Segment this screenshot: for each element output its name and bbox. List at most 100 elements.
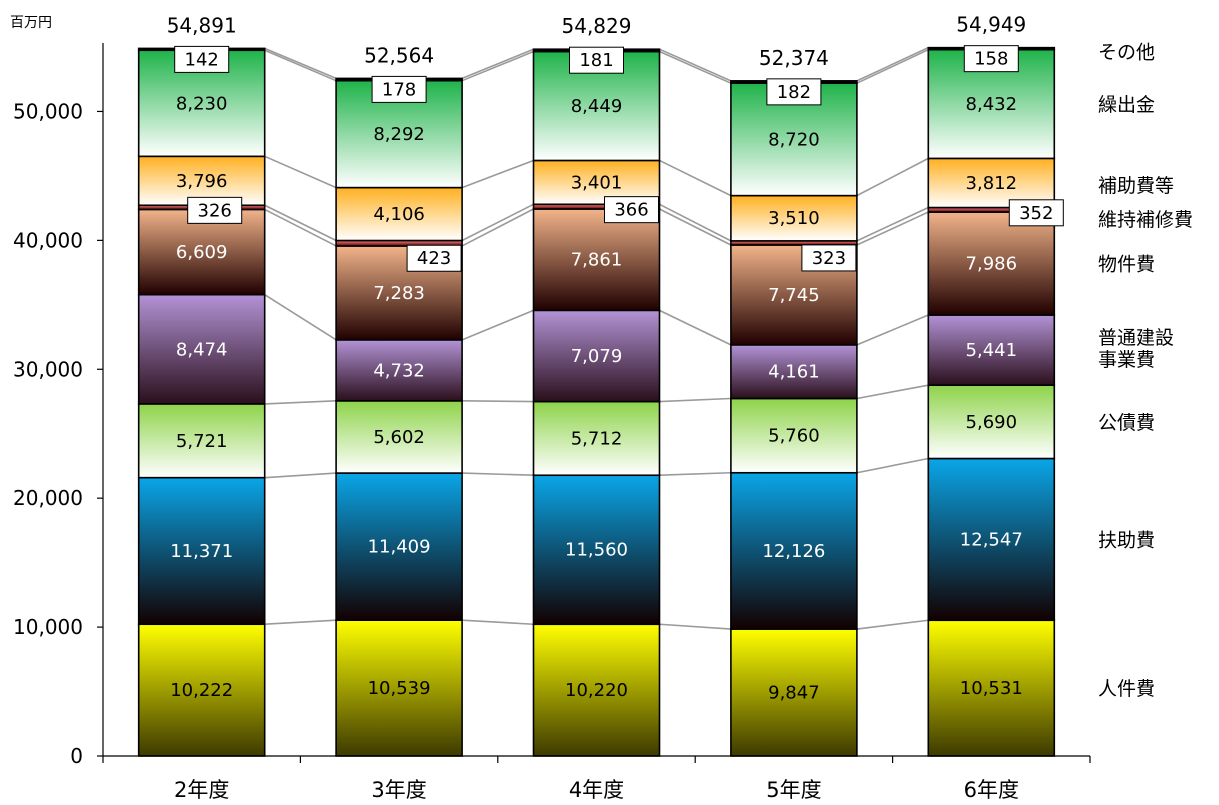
connector-line xyxy=(856,619,929,630)
connector-line xyxy=(659,159,732,197)
connector-line xyxy=(264,155,337,189)
connector-line xyxy=(659,397,731,403)
connector-line xyxy=(659,471,731,477)
segment-value-box xyxy=(569,46,624,74)
unit-label: 百万円 xyxy=(10,15,52,31)
segment-value-label: 9,847 xyxy=(768,683,820,704)
connector-line xyxy=(856,48,929,84)
segment-value-label: 11,409 xyxy=(368,537,431,558)
y-tick-label: 30,000 xyxy=(13,357,83,381)
segment-value-label: 4,732 xyxy=(373,360,425,381)
bar-segment xyxy=(335,400,463,474)
connector-line xyxy=(659,203,732,242)
segment-value-label: 3,401 xyxy=(571,172,623,193)
axis: 0 10,000 20,000 30,000 40,000 50,000 2年度 3年度 4年度… xyxy=(13,43,1091,802)
segment-value-box xyxy=(187,196,243,224)
segment-value-label: 12,547 xyxy=(960,529,1023,550)
segment-value-label: 181 xyxy=(579,50,613,71)
segment-value-label: 5,712 xyxy=(571,428,623,449)
segment-value-label: 8,432 xyxy=(966,94,1018,115)
legend-label: 公債費 xyxy=(1098,412,1155,434)
bar-total-label: 52,374 xyxy=(759,46,829,70)
connector-line xyxy=(856,211,929,246)
y-tick-label: 50,000 xyxy=(13,99,83,123)
connector-line xyxy=(461,48,534,80)
bar-segment xyxy=(532,208,661,312)
connector-line xyxy=(264,472,337,479)
segment-value-label: 8,230 xyxy=(176,93,228,114)
bar-segment xyxy=(335,339,463,402)
segment-value-label: 5,690 xyxy=(966,412,1018,433)
connector-line xyxy=(461,208,534,247)
y-tick-label: 20,000 xyxy=(13,486,83,510)
bar-segment xyxy=(532,400,661,477)
segment-value-label: 10,539 xyxy=(368,678,431,699)
segment-value-label: 3,510 xyxy=(768,208,820,229)
x-category-label: 3年度 xyxy=(371,778,426,802)
segment-value-box xyxy=(801,244,857,272)
bar-total-label: 54,949 xyxy=(956,13,1026,37)
bar-segment xyxy=(730,194,858,242)
y-tick-label: 40,000 xyxy=(13,228,83,252)
bar-total-label: 54,829 xyxy=(562,14,632,38)
segment-value-label: 3,812 xyxy=(966,173,1018,194)
segment-value-label: 323 xyxy=(812,248,846,269)
connector-line xyxy=(264,293,337,341)
segment-value-label: 352 xyxy=(1019,203,1053,224)
x-category-label: 2年度 xyxy=(174,778,229,802)
y-tick-label: 0 xyxy=(70,744,83,768)
connector-line xyxy=(856,46,929,82)
connector-line xyxy=(461,309,534,341)
legend-label: 人件費 xyxy=(1098,678,1155,700)
bar-segment xyxy=(927,211,1056,316)
bar-segment xyxy=(532,309,661,403)
segment-value-label: 8,449 xyxy=(571,96,623,117)
segment-value-label: 142 xyxy=(185,49,219,70)
bar-segment xyxy=(335,472,463,621)
segment-value-label: 5,441 xyxy=(966,340,1018,361)
segment-value-label: 326 xyxy=(198,200,232,221)
segment-value-box xyxy=(406,244,462,272)
legend-label: 維持補修費 xyxy=(1098,209,1193,231)
segment-value-label: 5,721 xyxy=(176,431,228,452)
bar-total-label: 54,891 xyxy=(167,13,237,37)
bars xyxy=(137,46,1056,757)
x-category-label: 6年度 xyxy=(964,778,1019,802)
segment-value-label: 182 xyxy=(777,82,811,103)
segment-value-label: 366 xyxy=(614,200,648,221)
connector-line xyxy=(856,157,929,197)
segment-value-label: 7,079 xyxy=(571,346,623,367)
segment-value-label: 5,760 xyxy=(768,426,820,447)
segment-value-box xyxy=(371,75,427,103)
bar-segment xyxy=(137,293,266,405)
connector-line xyxy=(461,159,534,189)
bar-segment xyxy=(137,623,266,757)
connector-line xyxy=(659,48,732,82)
bar-segment xyxy=(532,623,661,757)
legend-label: 物件費 xyxy=(1098,254,1155,276)
bar-segment xyxy=(137,476,266,626)
connector-line xyxy=(461,50,534,82)
x-category-label: 4年度 xyxy=(569,778,624,802)
connector-line xyxy=(462,472,534,477)
connector-line xyxy=(264,619,337,626)
connector-line xyxy=(462,619,534,626)
bar-segment xyxy=(137,403,266,479)
bar-segment xyxy=(927,384,1056,460)
connector-line xyxy=(659,309,732,346)
segment-value-label: 10,220 xyxy=(565,680,628,701)
segment-value-label: 6,609 xyxy=(176,242,228,263)
connector-line xyxy=(264,204,337,242)
segment-value-label: 7,986 xyxy=(966,254,1018,275)
connector-line xyxy=(856,206,929,242)
connector-line xyxy=(264,208,337,247)
connector-line xyxy=(264,47,337,80)
connector-line xyxy=(461,203,534,242)
segment-value-box xyxy=(963,45,1019,73)
segment-value-label: 178 xyxy=(382,79,416,100)
legend-label: 普通建設事業費 xyxy=(1098,327,1174,371)
segment-value-box xyxy=(1008,199,1064,227)
bar-segment xyxy=(335,619,463,757)
bar-total-label: 52,564 xyxy=(364,43,434,67)
